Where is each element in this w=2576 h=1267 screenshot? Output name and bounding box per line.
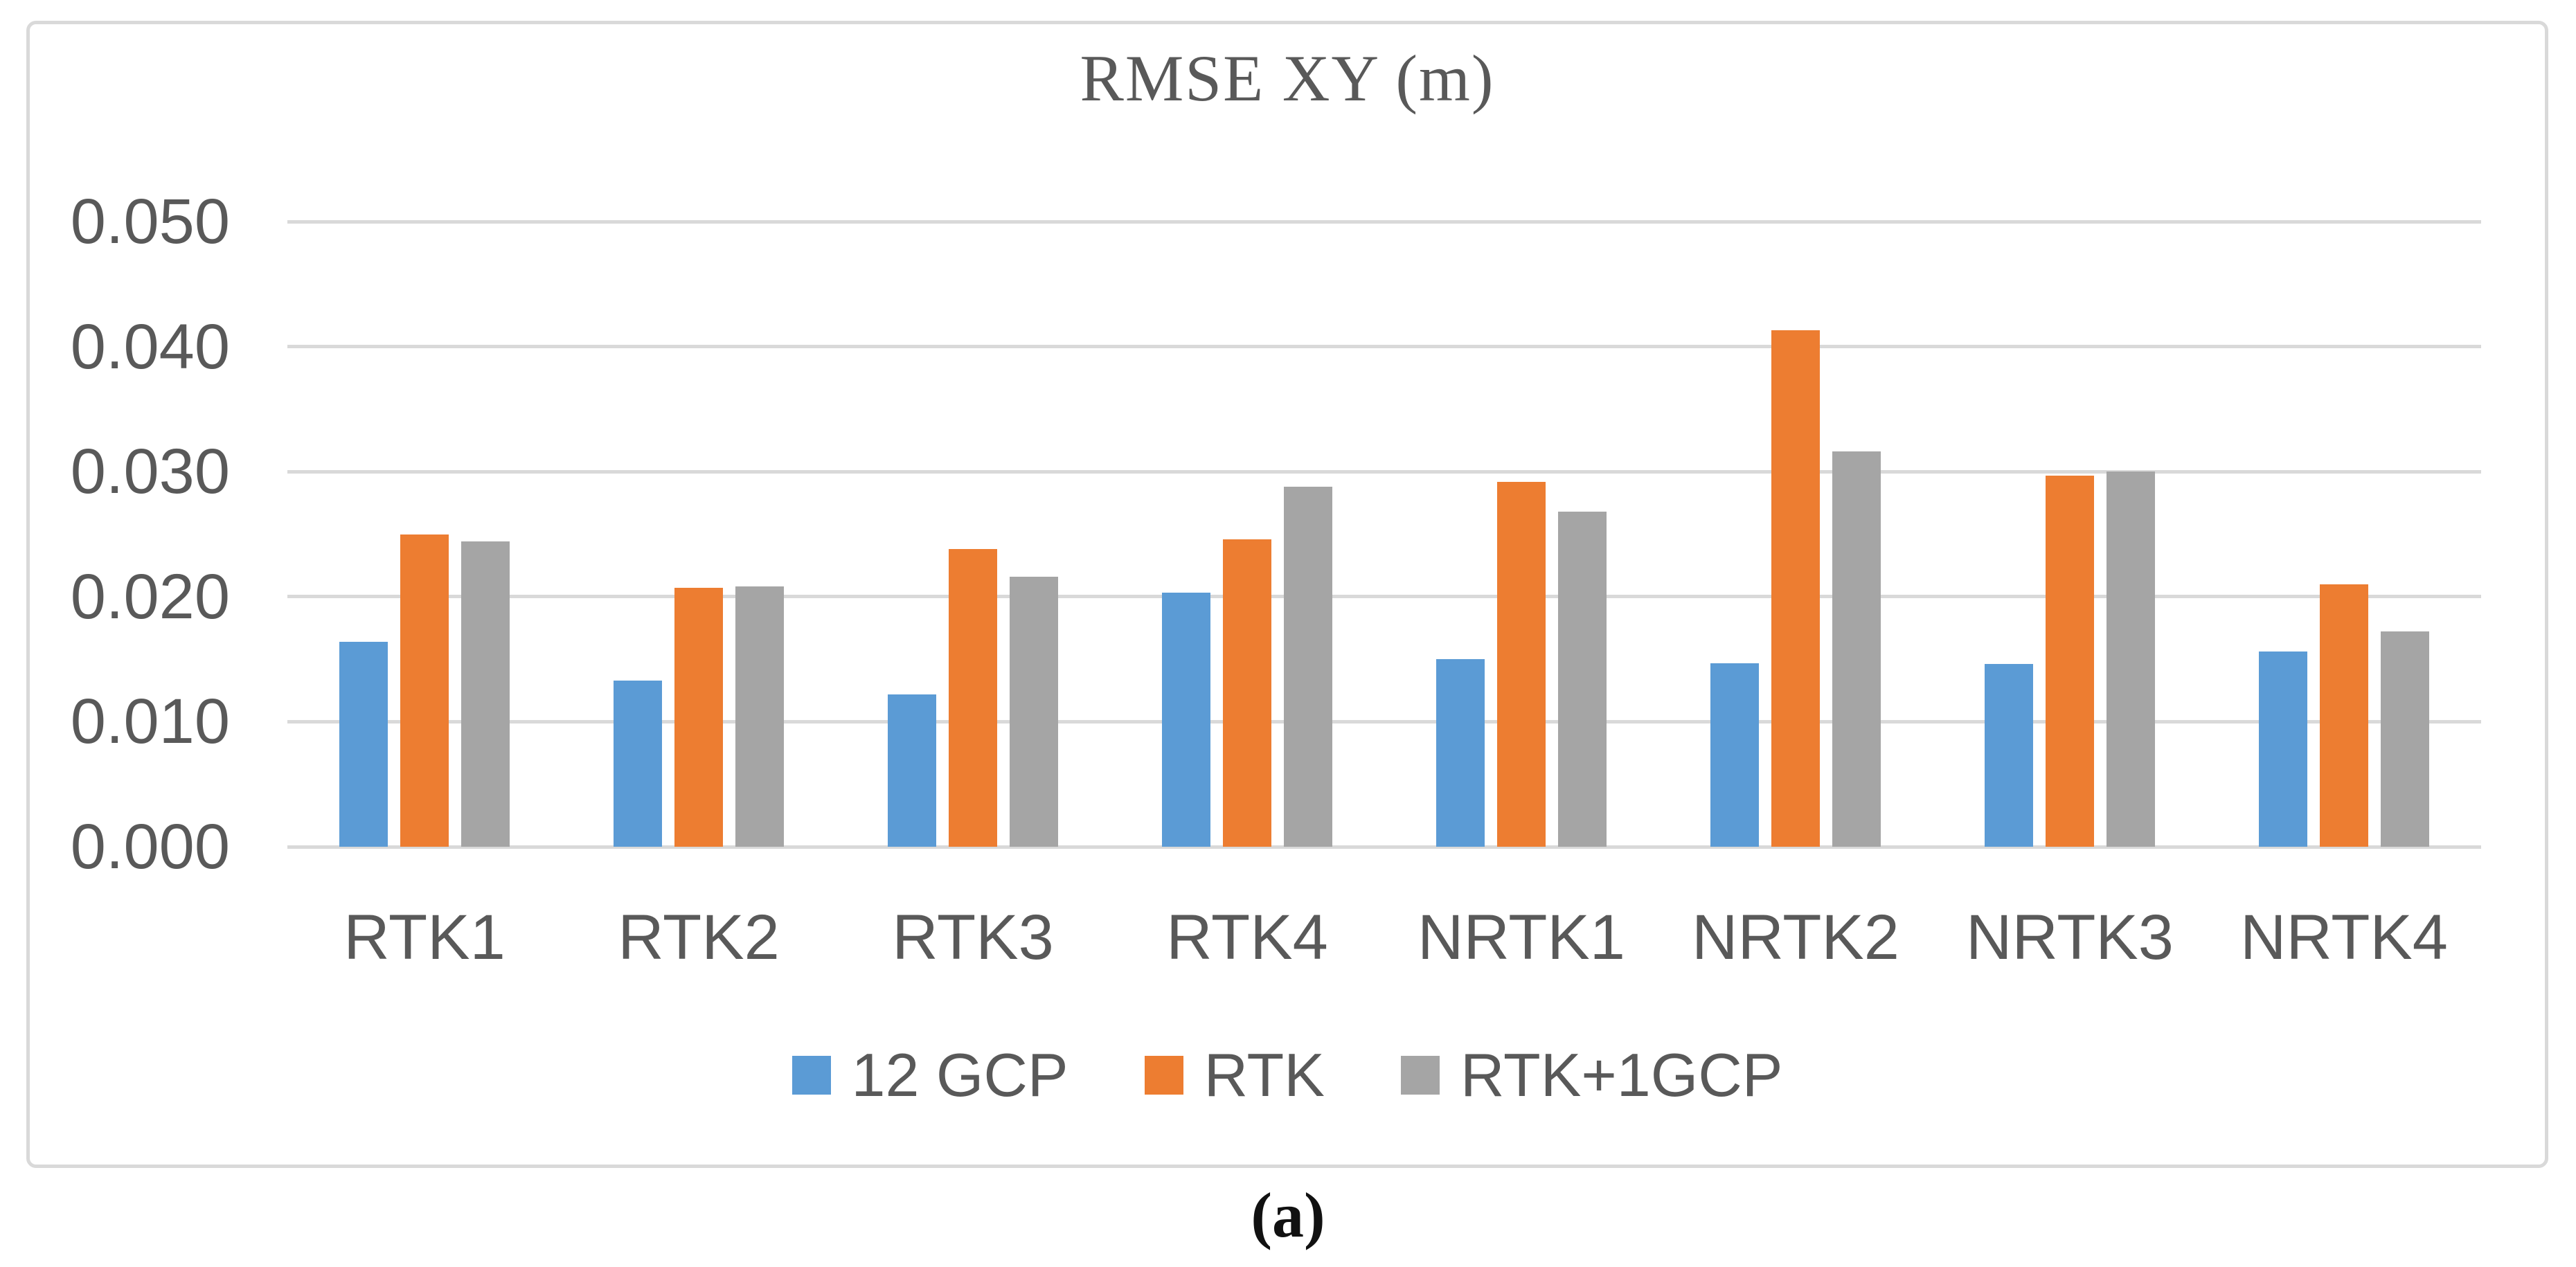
bar bbox=[1771, 330, 1820, 847]
y-tick-label: 0.030 bbox=[70, 436, 230, 507]
figure-caption: (a) bbox=[1251, 1180, 1325, 1250]
legend-label: RTK bbox=[1204, 1041, 1325, 1109]
legend-label: 12 GCP bbox=[851, 1041, 1068, 1109]
bar bbox=[2320, 584, 2368, 847]
bar bbox=[339, 641, 388, 847]
gridline bbox=[287, 719, 2481, 724]
x-category-label: RTK4 bbox=[1166, 902, 1328, 973]
legend-swatch bbox=[791, 1056, 831, 1095]
legend-item: RTK+1GCP bbox=[1401, 1042, 1782, 1108]
x-category-label: NRTK3 bbox=[1966, 902, 2174, 973]
x-category-label: RTK1 bbox=[343, 902, 506, 973]
bar bbox=[1223, 539, 1271, 847]
x-category-label: RTK2 bbox=[618, 902, 780, 973]
bar bbox=[461, 541, 510, 847]
x-category-label: NRTK2 bbox=[1692, 902, 1899, 973]
y-tick-label: 0.040 bbox=[70, 311, 230, 382]
gridline bbox=[287, 345, 2481, 349]
legend-label: RTK+1GCP bbox=[1460, 1041, 1783, 1109]
y-tick-label: 0.050 bbox=[70, 186, 230, 257]
gridline bbox=[287, 595, 2481, 599]
x-category-label: NRTK1 bbox=[1417, 902, 1625, 973]
legend-swatch bbox=[1144, 1056, 1183, 1095]
bar bbox=[674, 588, 723, 847]
bar bbox=[1710, 663, 1759, 847]
bar bbox=[2046, 475, 2094, 847]
y-tick-label: 0.020 bbox=[70, 561, 230, 632]
bar bbox=[1284, 486, 1332, 847]
bar bbox=[1497, 481, 1546, 847]
y-tick-label: 0.010 bbox=[70, 686, 230, 757]
bar bbox=[1162, 593, 1210, 847]
legend-item: RTK bbox=[1144, 1041, 1325, 1109]
bar bbox=[400, 534, 449, 847]
legend: 12 GCP RTK RTK+1GCP bbox=[26, 1042, 2548, 1108]
bar bbox=[2259, 652, 2307, 847]
gridline bbox=[287, 469, 2481, 474]
bar bbox=[1985, 664, 2033, 847]
bar bbox=[1832, 451, 1881, 847]
bar bbox=[949, 549, 997, 847]
x-category-label: NRTK4 bbox=[2240, 902, 2448, 973]
bar bbox=[614, 680, 662, 847]
bar bbox=[2107, 471, 2155, 847]
bar bbox=[1558, 511, 1607, 847]
legend-swatch bbox=[1401, 1056, 1440, 1095]
bar bbox=[735, 586, 784, 847]
gridline bbox=[287, 219, 2481, 224]
bar bbox=[1010, 576, 1058, 847]
x-category-label: RTK3 bbox=[892, 902, 1054, 973]
bar bbox=[2381, 631, 2429, 847]
bar bbox=[888, 694, 936, 847]
legend-item: 12 GCP bbox=[791, 1041, 1068, 1109]
bar bbox=[1436, 659, 1485, 847]
chart-title: RMSE XY (m) bbox=[1080, 42, 1495, 115]
y-tick-label: 0.000 bbox=[70, 811, 230, 882]
gridline bbox=[287, 845, 2481, 849]
